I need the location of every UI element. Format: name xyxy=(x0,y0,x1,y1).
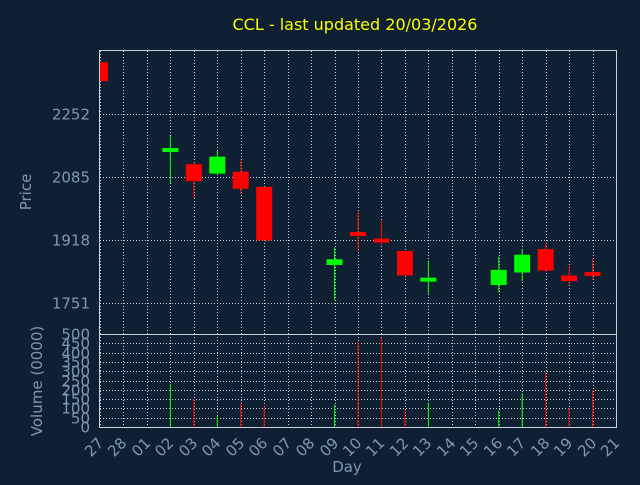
candle-body xyxy=(232,171,249,189)
volume-panel-frame xyxy=(99,334,617,428)
candle-body xyxy=(209,156,226,174)
volume-tick-label: 0 xyxy=(80,419,90,437)
price-tick-label: 2252 xyxy=(52,106,90,124)
price-axis-label: Price xyxy=(17,174,35,211)
candle-16 xyxy=(490,256,507,293)
price-tick-labels: 1751 1918 2085 2252 xyxy=(52,106,90,313)
candle-17 xyxy=(514,249,531,282)
x-tick-labels: 2728010203040506070809101112131415161718… xyxy=(81,434,623,460)
x-axis-label: Day xyxy=(332,458,362,476)
candle-body xyxy=(373,238,390,243)
candle-27 xyxy=(99,62,108,82)
candle-09 xyxy=(326,247,343,301)
chart-title: CCL - last updated 20/03/2026 xyxy=(233,15,478,34)
candle-10 xyxy=(350,211,366,251)
candle-body xyxy=(561,275,578,282)
volume-tick-label: 200 xyxy=(61,382,90,400)
candle-body xyxy=(326,259,343,265)
candle-03 xyxy=(185,162,202,199)
candle-05 xyxy=(232,160,249,195)
candle-12 xyxy=(396,250,413,276)
candle-body xyxy=(185,164,202,182)
volume-tick-label: 250 xyxy=(61,373,90,391)
candle-body xyxy=(350,232,366,237)
volume-tick-label: 400 xyxy=(61,345,90,363)
candle-body xyxy=(256,186,273,241)
price-tick-label: 2085 xyxy=(52,169,90,187)
price-tick-label: 1751 xyxy=(52,295,90,313)
candle-body xyxy=(490,269,507,285)
volume-axis-label: Volume (0000) xyxy=(28,326,46,436)
candle-body xyxy=(396,250,413,276)
candle-body xyxy=(420,277,437,282)
candle-06 xyxy=(256,186,273,241)
candle-18 xyxy=(537,243,554,272)
volume-bars xyxy=(169,337,594,427)
volume-tick-label: 500 xyxy=(61,326,90,344)
candle-02 xyxy=(162,135,179,184)
candle-13 xyxy=(420,260,437,295)
candle-20 xyxy=(584,258,601,280)
volume-tick-label: 150 xyxy=(61,391,90,409)
volume-tick-label: 450 xyxy=(61,335,90,353)
candles xyxy=(99,62,601,301)
volume-tick-label: 300 xyxy=(61,363,90,381)
price-tick-label: 1918 xyxy=(52,232,90,250)
candle-body xyxy=(514,254,531,273)
candle-body xyxy=(162,148,179,153)
volume-tick-label: 100 xyxy=(61,400,90,418)
volume-tick-label: 350 xyxy=(61,354,90,372)
candle-body xyxy=(584,272,601,277)
candle-19 xyxy=(561,266,578,285)
candle-body xyxy=(537,249,554,271)
candle-body xyxy=(100,62,108,82)
volume-tick-label: 50 xyxy=(71,410,90,428)
candle-04 xyxy=(209,150,226,174)
candle-11 xyxy=(373,220,390,246)
